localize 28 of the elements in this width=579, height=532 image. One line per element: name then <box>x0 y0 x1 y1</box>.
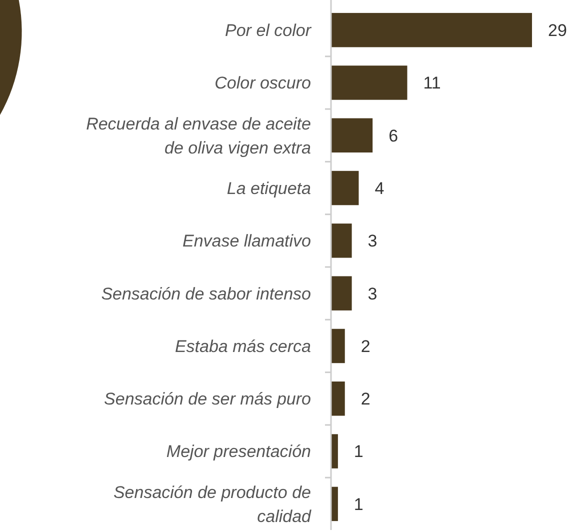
data-label: 1 <box>354 494 364 514</box>
bar <box>331 66 408 100</box>
y-tick-label: Envase llamativo <box>182 232 311 251</box>
bar <box>331 170 359 206</box>
data-label: 2 <box>360 336 370 356</box>
bar <box>331 12 532 48</box>
data-label: 3 <box>368 232 378 251</box>
data-label: 3 <box>368 284 378 304</box>
bar <box>331 276 352 310</box>
data-label: 11 <box>423 74 441 93</box>
y-tick-label: Recuerda al envase de aceite de oliva vigen extra <box>86 114 311 158</box>
data-label: 6 <box>388 126 398 146</box>
y-tick-label: Por el color <box>225 21 312 40</box>
y-tick-label: Color oscuro <box>214 74 311 93</box>
data-label: 2 <box>360 390 370 409</box>
data-label: 1 <box>354 442 364 462</box>
y-tick-label: Estaba más cerca <box>174 336 311 356</box>
y-tick-label: La etiqueta <box>226 178 311 198</box>
bar <box>331 382 345 416</box>
y-tick-label: Sensación de ser más puro <box>104 390 311 409</box>
y-tick-label: Sensación de sabor intenso <box>101 284 311 304</box>
data-label: 29 <box>548 21 567 40</box>
bar <box>331 328 345 364</box>
y-tick-label: Sensación de producto de calidad <box>113 482 312 526</box>
bar <box>331 224 352 258</box>
y-tick-label: Mejor presentación <box>166 442 311 462</box>
bar <box>331 118 373 152</box>
data-label: 4 <box>374 178 384 198</box>
